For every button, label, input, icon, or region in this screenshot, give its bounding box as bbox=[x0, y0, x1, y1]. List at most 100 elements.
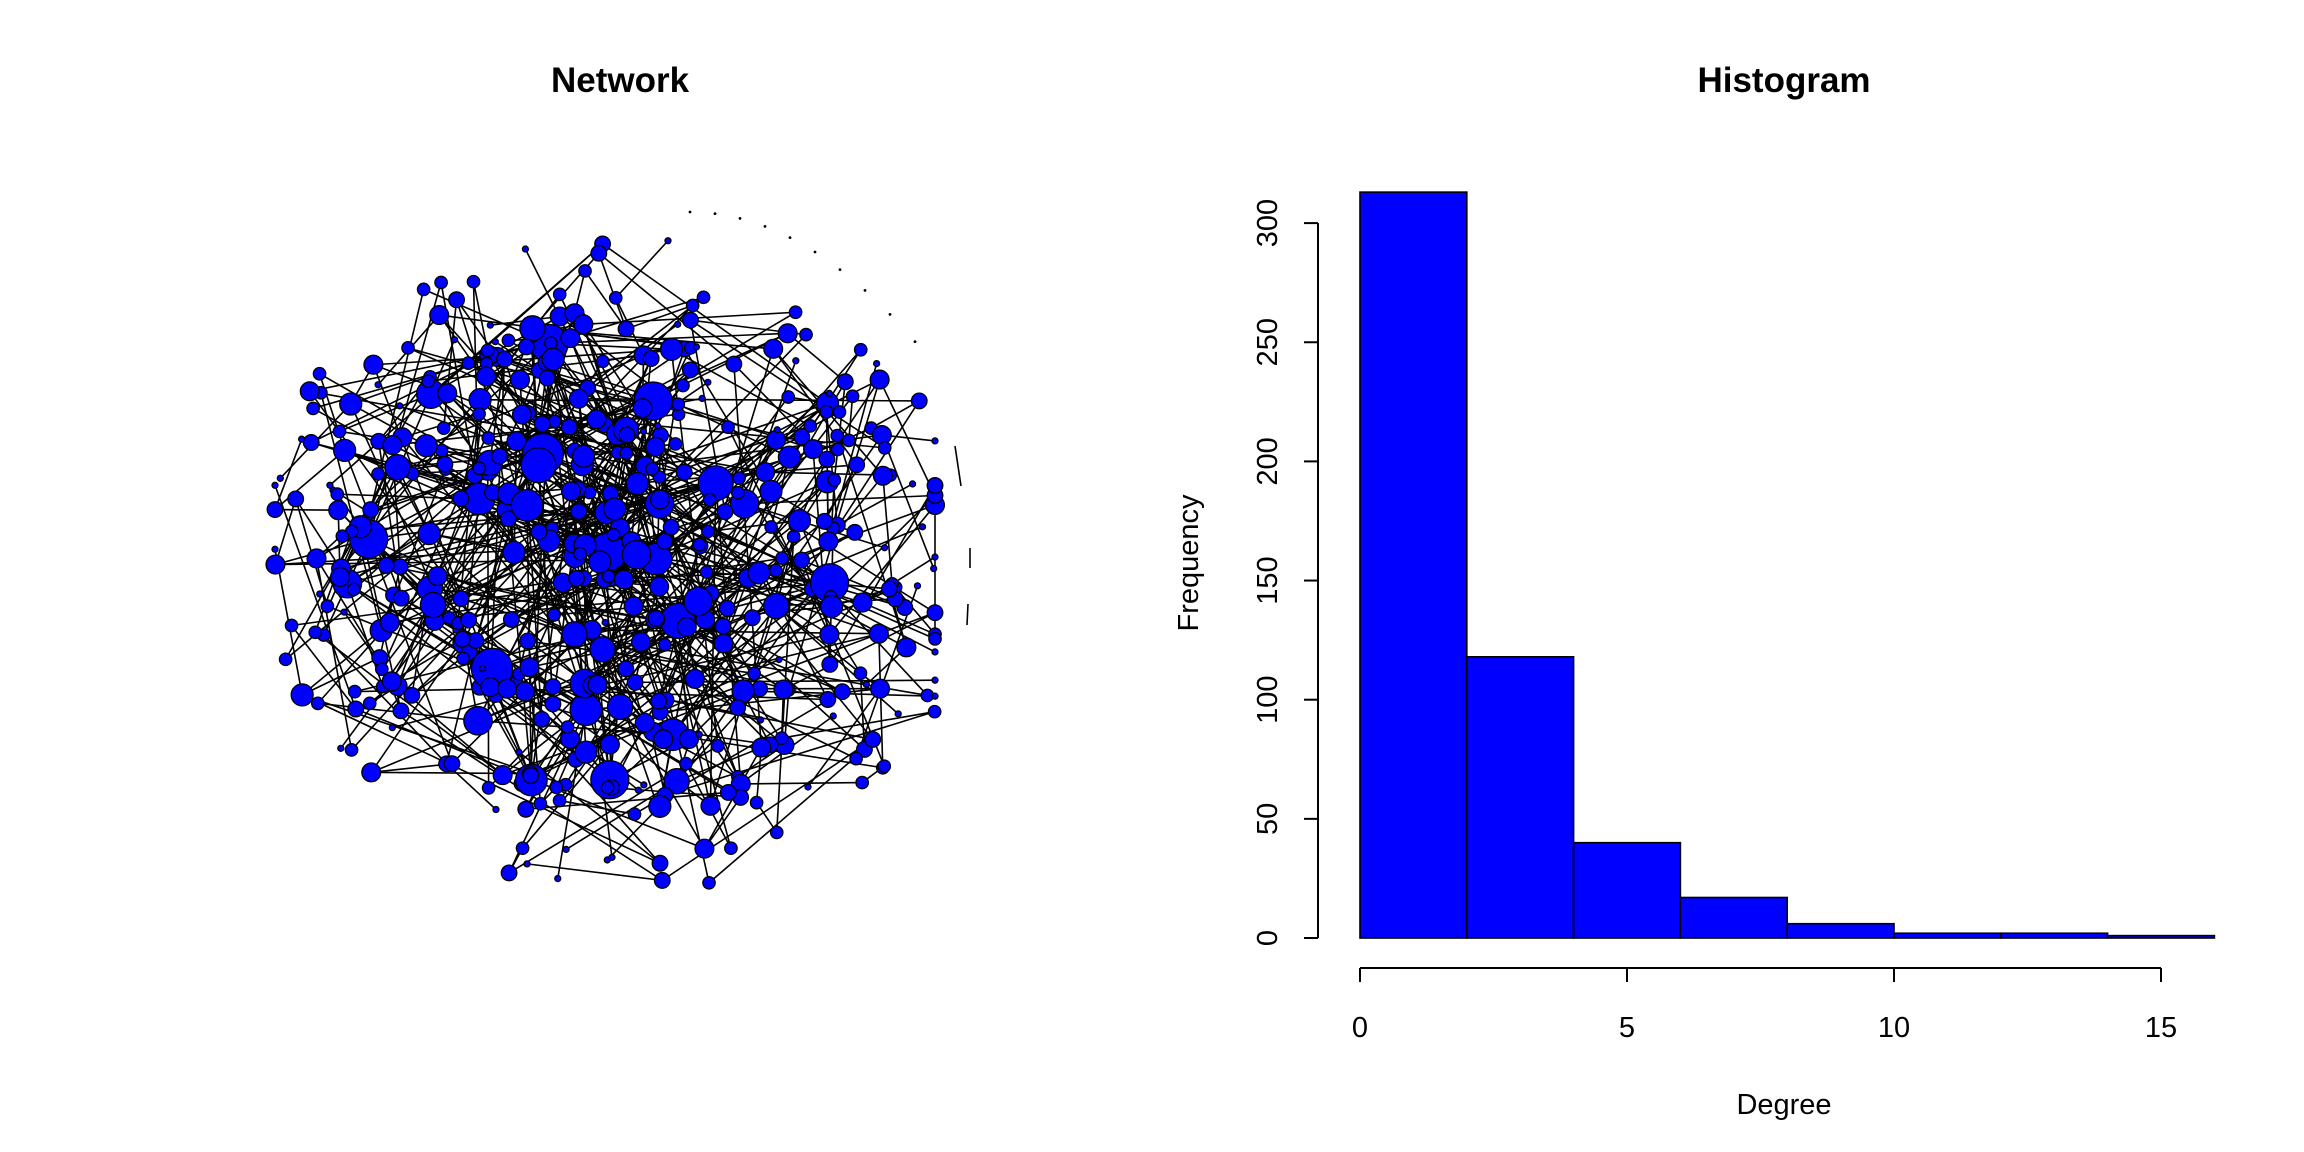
network-edge bbox=[502, 611, 936, 776]
network-isolated-node bbox=[713, 212, 717, 216]
network-node bbox=[448, 291, 465, 309]
network-node bbox=[674, 320, 682, 328]
network-node bbox=[756, 716, 765, 724]
network-edge bbox=[836, 435, 908, 648]
network-node bbox=[417, 521, 441, 546]
network-node bbox=[497, 678, 518, 699]
network-edge bbox=[378, 440, 430, 534]
network-node bbox=[645, 462, 660, 476]
network-edge bbox=[671, 348, 811, 427]
network-node bbox=[381, 671, 402, 692]
network-node bbox=[332, 438, 357, 463]
network-node bbox=[872, 465, 893, 486]
network-node bbox=[476, 366, 497, 387]
network-edge bbox=[477, 719, 673, 736]
network-node bbox=[414, 433, 438, 458]
network-node bbox=[453, 630, 471, 648]
network-edge bbox=[661, 738, 874, 882]
network-node bbox=[662, 518, 680, 536]
network-edge bbox=[677, 395, 854, 622]
network-edge bbox=[591, 629, 857, 760]
network-plot bbox=[265, 210, 971, 890]
network-node bbox=[751, 737, 772, 758]
network-node bbox=[658, 638, 672, 652]
network-edge bbox=[274, 449, 346, 511]
network-node bbox=[931, 437, 939, 445]
network-node bbox=[510, 488, 544, 522]
network-node bbox=[927, 704, 942, 719]
network-node bbox=[862, 680, 871, 689]
network-node bbox=[486, 321, 494, 329]
network-node bbox=[332, 424, 347, 439]
network-edge bbox=[781, 710, 935, 739]
network-title: Network bbox=[551, 61, 690, 100]
network-node bbox=[587, 674, 608, 695]
network-node bbox=[881, 580, 898, 598]
network-edge bbox=[368, 538, 739, 709]
network-node bbox=[519, 315, 546, 342]
network-edge bbox=[703, 796, 742, 850]
network-node bbox=[650, 692, 668, 710]
network-node bbox=[642, 350, 660, 368]
network-edge bbox=[807, 688, 881, 788]
network-node bbox=[506, 431, 527, 452]
network-node bbox=[928, 632, 942, 646]
network-node bbox=[306, 401, 320, 416]
network-node bbox=[502, 540, 526, 565]
network-node bbox=[568, 388, 589, 409]
network-edge bbox=[602, 243, 840, 413]
network-node bbox=[590, 244, 608, 262]
network-node bbox=[836, 373, 854, 391]
network-node bbox=[868, 623, 889, 644]
network-node bbox=[344, 743, 359, 757]
y-tick-label: 0 bbox=[1252, 930, 1284, 946]
network-node bbox=[588, 550, 612, 574]
network-node bbox=[560, 418, 578, 436]
network-node bbox=[819, 594, 844, 619]
network-node bbox=[560, 720, 575, 734]
network-edge bbox=[688, 494, 936, 740]
network-node bbox=[310, 696, 325, 711]
network-node bbox=[724, 841, 738, 856]
y-tick-label: 250 bbox=[1252, 318, 1284, 366]
network-isolated-node bbox=[688, 210, 692, 214]
network-node bbox=[833, 683, 851, 701]
histogram-bar bbox=[1679, 896, 1789, 939]
network-node bbox=[713, 633, 734, 654]
histogram-bar bbox=[2106, 934, 2216, 939]
network-node bbox=[710, 738, 725, 753]
network-node bbox=[362, 501, 380, 519]
network-node bbox=[560, 328, 581, 349]
network-node bbox=[648, 794, 672, 818]
histogram-title: Histogram bbox=[1697, 61, 1870, 100]
network-node bbox=[625, 471, 649, 496]
network-node bbox=[671, 397, 686, 412]
network-node bbox=[601, 618, 609, 627]
network-node bbox=[290, 683, 314, 707]
network-node bbox=[682, 311, 699, 329]
network-node bbox=[401, 340, 415, 355]
network-node bbox=[872, 359, 881, 368]
network-node bbox=[626, 673, 644, 691]
network-node bbox=[853, 666, 868, 681]
network-edge bbox=[882, 475, 893, 584]
network-node bbox=[392, 589, 410, 607]
network-isolated-edge bbox=[966, 603, 969, 626]
histogram-x-axis-label: Degree bbox=[1736, 1089, 1831, 1121]
network-node bbox=[931, 676, 939, 684]
network-node bbox=[931, 553, 939, 561]
network-edge bbox=[870, 400, 920, 429]
network-node bbox=[832, 405, 847, 419]
network-edge bbox=[478, 686, 533, 781]
network-node bbox=[416, 282, 431, 297]
network-node bbox=[347, 700, 365, 718]
network-node bbox=[595, 354, 610, 369]
network-node bbox=[436, 455, 454, 473]
network-node bbox=[649, 576, 670, 597]
network-node bbox=[502, 611, 520, 628]
network-node bbox=[825, 389, 833, 398]
network-node bbox=[481, 431, 496, 445]
network-node bbox=[379, 612, 400, 633]
network-node bbox=[600, 780, 615, 795]
network-node bbox=[818, 531, 839, 552]
